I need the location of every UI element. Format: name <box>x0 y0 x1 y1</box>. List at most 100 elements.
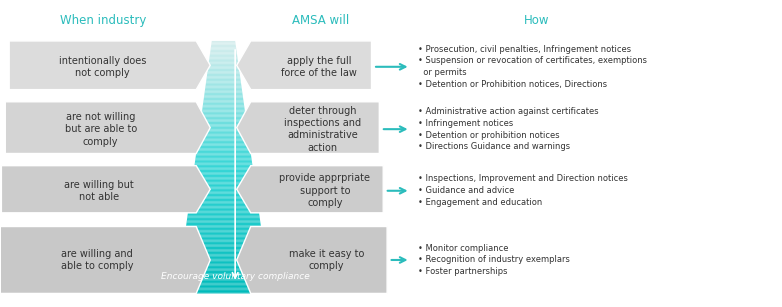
Text: make it easy to
comply: make it easy to comply <box>289 249 364 271</box>
Polygon shape <box>196 153 251 154</box>
Polygon shape <box>210 47 236 49</box>
Polygon shape <box>188 209 259 210</box>
Polygon shape <box>237 41 371 90</box>
Polygon shape <box>0 227 210 293</box>
Polygon shape <box>207 70 239 71</box>
Polygon shape <box>196 150 250 151</box>
Polygon shape <box>178 285 269 286</box>
Polygon shape <box>209 61 239 62</box>
Polygon shape <box>188 214 260 215</box>
Text: • Inspections, Improvement and Direction notices
• Guidance and advice
• Engagem: • Inspections, Improvement and Direction… <box>418 174 628 207</box>
Polygon shape <box>189 204 258 205</box>
Polygon shape <box>196 157 252 158</box>
Polygon shape <box>202 113 246 114</box>
Polygon shape <box>191 191 256 192</box>
Polygon shape <box>200 124 247 126</box>
Polygon shape <box>178 280 268 281</box>
Polygon shape <box>186 225 261 227</box>
Polygon shape <box>199 129 248 130</box>
Polygon shape <box>178 282 269 283</box>
Polygon shape <box>183 244 264 246</box>
Polygon shape <box>192 186 256 187</box>
Polygon shape <box>201 117 246 118</box>
Polygon shape <box>183 248 264 249</box>
Polygon shape <box>211 44 235 45</box>
Polygon shape <box>190 199 257 200</box>
Polygon shape <box>199 136 249 137</box>
Polygon shape <box>210 49 236 50</box>
Polygon shape <box>194 167 253 169</box>
Polygon shape <box>181 263 266 264</box>
Polygon shape <box>208 69 239 70</box>
Polygon shape <box>209 59 238 60</box>
Polygon shape <box>237 166 383 213</box>
Polygon shape <box>203 103 244 104</box>
Polygon shape <box>188 205 258 206</box>
Polygon shape <box>203 104 244 105</box>
Polygon shape <box>196 154 251 156</box>
Polygon shape <box>209 62 239 64</box>
Polygon shape <box>180 267 267 268</box>
Polygon shape <box>180 271 267 272</box>
Polygon shape <box>189 201 257 203</box>
Polygon shape <box>206 81 241 83</box>
Polygon shape <box>192 177 254 179</box>
Polygon shape <box>208 65 239 66</box>
Polygon shape <box>190 197 257 199</box>
Text: How: How <box>523 14 549 27</box>
Polygon shape <box>186 223 260 224</box>
Polygon shape <box>181 259 266 261</box>
Polygon shape <box>185 235 262 237</box>
Polygon shape <box>199 133 248 134</box>
Polygon shape <box>189 203 258 204</box>
Polygon shape <box>198 138 249 139</box>
Polygon shape <box>209 64 239 65</box>
Polygon shape <box>212 41 235 42</box>
Polygon shape <box>209 60 238 61</box>
Polygon shape <box>237 227 387 293</box>
Polygon shape <box>187 216 260 218</box>
Polygon shape <box>188 215 260 216</box>
Polygon shape <box>179 273 267 274</box>
Polygon shape <box>192 187 256 189</box>
Polygon shape <box>196 158 252 160</box>
Polygon shape <box>193 175 254 176</box>
Polygon shape <box>187 219 260 220</box>
Polygon shape <box>200 123 247 124</box>
Polygon shape <box>179 276 268 277</box>
Polygon shape <box>192 185 255 186</box>
Polygon shape <box>181 257 265 258</box>
Polygon shape <box>178 287 270 288</box>
Polygon shape <box>207 72 240 74</box>
Polygon shape <box>202 114 246 115</box>
Polygon shape <box>208 68 239 69</box>
Polygon shape <box>182 254 265 255</box>
Text: provide apprpriate
support to
comply: provide apprpriate support to comply <box>279 173 370 208</box>
Polygon shape <box>193 176 254 177</box>
Polygon shape <box>203 108 245 109</box>
Polygon shape <box>183 249 264 251</box>
Polygon shape <box>184 239 263 240</box>
Polygon shape <box>210 51 237 52</box>
Polygon shape <box>192 184 255 185</box>
Polygon shape <box>181 262 266 263</box>
Polygon shape <box>205 91 242 93</box>
Polygon shape <box>205 88 242 89</box>
Polygon shape <box>182 251 264 252</box>
Text: are not willing
but are able to
comply: are not willing but are able to comply <box>65 112 137 146</box>
Polygon shape <box>185 234 262 235</box>
Polygon shape <box>178 288 270 290</box>
Polygon shape <box>206 80 241 81</box>
Polygon shape <box>194 166 253 167</box>
Text: deter through
inspections and
administrative
action: deter through inspections and administra… <box>284 106 361 153</box>
Polygon shape <box>210 50 237 51</box>
Polygon shape <box>200 126 247 127</box>
Polygon shape <box>184 242 264 243</box>
Polygon shape <box>202 109 245 111</box>
Polygon shape <box>203 102 244 103</box>
Polygon shape <box>178 281 269 282</box>
Polygon shape <box>205 89 242 90</box>
Polygon shape <box>199 137 249 138</box>
Polygon shape <box>204 96 243 98</box>
Polygon shape <box>208 66 239 68</box>
